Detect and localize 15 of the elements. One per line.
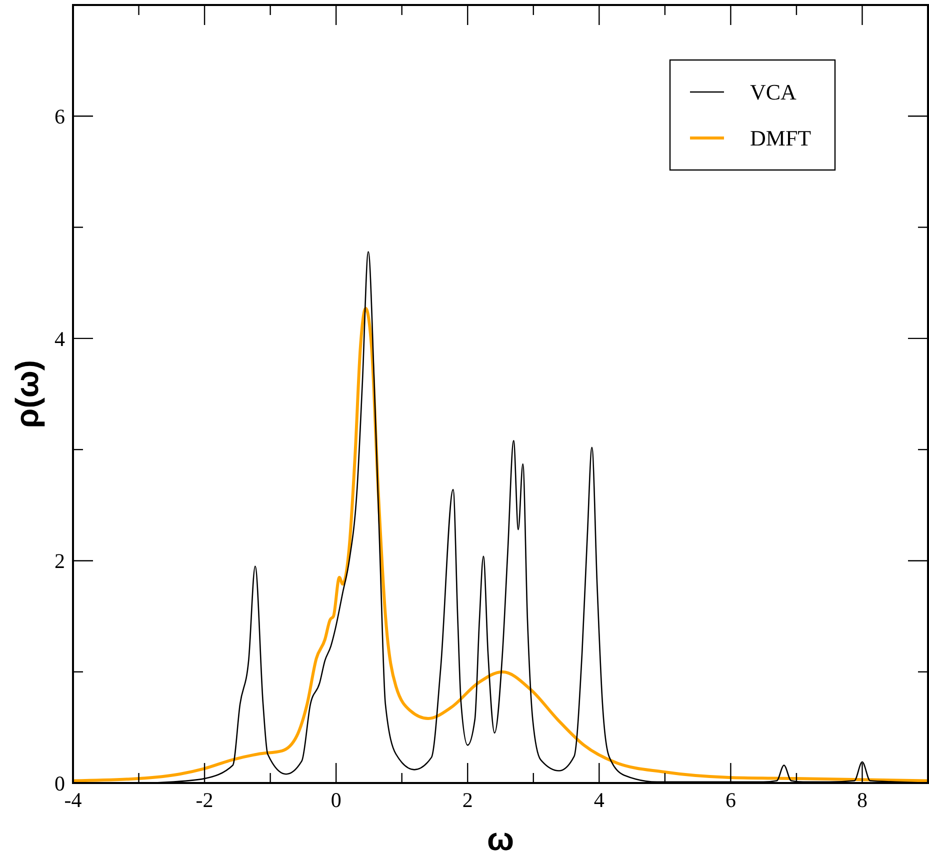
x-tick-label: -4 <box>64 788 82 812</box>
y-tick-label: 4 <box>54 326 66 351</box>
y-tick-label: 0 <box>54 771 65 796</box>
y-axis-title: ρ(ω) <box>9 360 45 428</box>
legend-label: VCA <box>750 80 797 105</box>
x-tick-label: -2 <box>196 788 214 812</box>
x-tick-label: 2 <box>462 788 473 812</box>
legend-label: DMFT <box>750 126 812 151</box>
x-tick-label: 0 <box>330 788 342 812</box>
x-axis-title: ω <box>486 821 514 857</box>
x-tick-label: 4 <box>594 788 605 812</box>
x-tick-label: 6 <box>725 788 736 812</box>
x-tick-label: 8 <box>856 788 868 812</box>
y-tick-label: 6 <box>54 104 65 128</box>
y-tick-label: 2 <box>54 549 65 574</box>
